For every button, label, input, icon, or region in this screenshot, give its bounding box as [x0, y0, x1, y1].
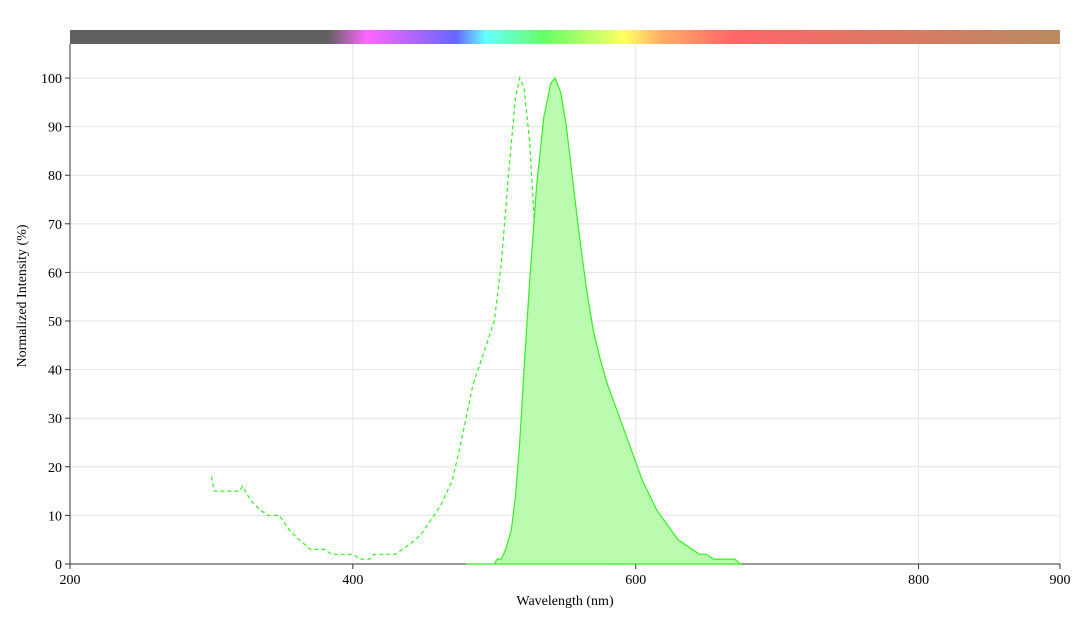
- y-tick-label: 10: [48, 509, 62, 524]
- x-tick-label: 600: [625, 573, 646, 588]
- y-tick-label: 80: [48, 169, 62, 184]
- x-tick-label: 900: [1050, 573, 1071, 588]
- y-tick-label: 60: [48, 266, 62, 281]
- spectrum-bar: [70, 30, 1060, 44]
- y-tick-label: 30: [48, 412, 62, 427]
- y-tick-label: 70: [48, 218, 62, 233]
- y-tick-label: 100: [41, 72, 62, 87]
- x-tick-label: 400: [342, 573, 363, 588]
- x-tick-label: 800: [908, 573, 929, 588]
- y-tick-label: 90: [48, 121, 62, 136]
- y-tick-label: 0: [55, 558, 62, 573]
- y-axis-label: Normalized Intensity (%): [15, 224, 30, 367]
- y-tick-label: 50: [48, 315, 62, 330]
- x-axis-label: Wavelength (nm): [516, 594, 614, 609]
- y-tick-label: 40: [48, 364, 62, 379]
- x-tick-label: 200: [60, 573, 81, 588]
- area: [466, 76, 743, 565]
- y-tick-label: 20: [48, 461, 62, 476]
